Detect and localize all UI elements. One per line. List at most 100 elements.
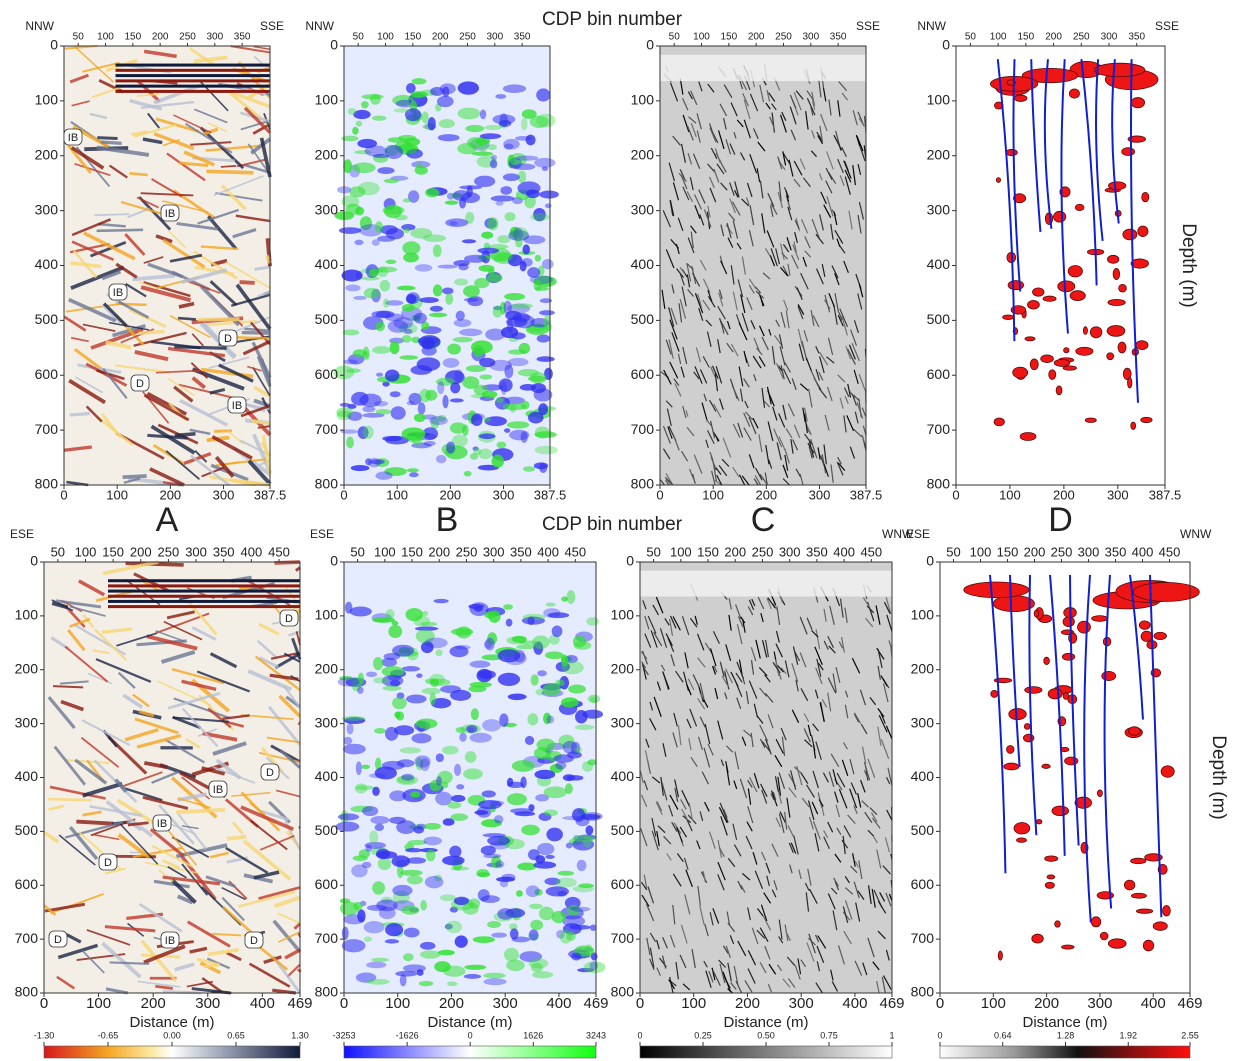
phase-patch [389, 816, 406, 824]
texture [760, 851, 767, 861]
texture [714, 687, 719, 700]
texture [758, 434, 763, 453]
reflector [181, 679, 217, 691]
depth-tick-label: 0 [626, 553, 634, 569]
texture [783, 299, 789, 311]
texture [877, 665, 881, 680]
annotation: IB [213, 784, 223, 796]
texture [764, 472, 768, 486]
texture [703, 747, 711, 768]
depth-tick-label: 700 [315, 930, 339, 946]
reflector [96, 369, 125, 381]
texture [680, 799, 687, 810]
texture [696, 633, 705, 651]
colorbar-tick-label: 0.00 [163, 1030, 181, 1040]
phase-patch [587, 759, 597, 766]
depth-tick-label: 300 [35, 201, 59, 217]
phase-patch [395, 970, 418, 977]
cdp-tick-label: 350 [514, 32, 531, 43]
geobody [1012, 366, 1029, 379]
strong-reflector [108, 605, 300, 609]
annotation-box [63, 128, 83, 146]
texture [680, 924, 688, 944]
phase-patch [345, 203, 362, 215]
texture [844, 607, 848, 623]
phase-patch [457, 107, 481, 120]
geobody [1033, 609, 1040, 618]
texture [747, 907, 751, 921]
reflector [114, 364, 170, 374]
reflector [146, 391, 188, 416]
texture [831, 265, 839, 279]
texture [818, 799, 824, 807]
phase-patch [424, 875, 444, 889]
reflector [183, 150, 215, 167]
texture [764, 738, 772, 755]
texture [810, 734, 816, 751]
phase-patch [375, 221, 384, 233]
texture [711, 365, 719, 379]
depth-tick-label: 0 [30, 553, 38, 569]
texture [765, 102, 771, 110]
texture [797, 958, 802, 975]
reflector [259, 834, 295, 851]
reflector [60, 699, 84, 712]
phase-patch [437, 770, 453, 784]
depth-tick-label: 100 [927, 92, 951, 108]
reflector [89, 240, 127, 258]
texture [689, 176, 694, 191]
reflector [232, 228, 257, 239]
phase-patch [374, 823, 385, 832]
reflector [209, 652, 238, 669]
phase-patch [438, 118, 455, 129]
phase-patch [468, 898, 481, 909]
phase-patch [583, 961, 606, 974]
phase-patch [376, 266, 398, 273]
texture [830, 753, 840, 768]
texture [770, 202, 778, 215]
phase-patch [447, 343, 461, 355]
texture [789, 94, 797, 109]
strong-reflector [108, 584, 300, 588]
phase-patch [383, 178, 400, 184]
texture [766, 90, 771, 102]
texture [836, 238, 841, 248]
phase-patch [354, 239, 364, 246]
phase-patch [463, 974, 482, 979]
reflector [162, 238, 206, 269]
phase-patch [530, 919, 544, 931]
phase-patch [344, 717, 366, 724]
texture [743, 378, 750, 388]
geobody [1107, 254, 1120, 264]
reflector [138, 196, 172, 231]
texture [727, 858, 736, 868]
distance-tick-label: 300 [1107, 487, 1129, 502]
texture [708, 123, 714, 134]
texture [785, 310, 790, 329]
texture [655, 596, 664, 614]
texture [696, 840, 701, 850]
texture [788, 842, 794, 853]
texture [765, 862, 771, 874]
texture [869, 697, 877, 706]
distance-tick-label: 300 [789, 995, 814, 1012]
texture [858, 201, 865, 220]
texture [860, 723, 868, 735]
phase-patch [412, 432, 424, 447]
texture [804, 250, 812, 258]
phase-patch [437, 264, 458, 269]
texture [782, 978, 791, 988]
phase-patch [346, 368, 361, 373]
texture [781, 252, 789, 260]
phase-patch [371, 957, 389, 962]
geobody [1153, 631, 1167, 640]
texture [672, 616, 681, 631]
reflector [206, 169, 254, 175]
phase-patch [450, 813, 469, 821]
reflector [212, 741, 247, 756]
texture [816, 945, 825, 964]
fault [1129, 59, 1140, 403]
texture [785, 931, 791, 942]
texture [779, 811, 786, 823]
